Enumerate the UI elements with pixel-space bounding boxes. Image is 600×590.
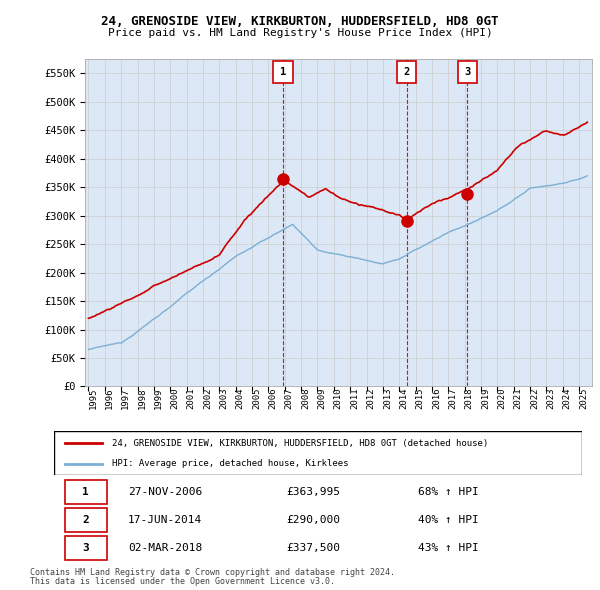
Text: 2024: 2024 xyxy=(563,387,572,409)
Text: £290,000: £290,000 xyxy=(286,515,340,525)
Text: 1: 1 xyxy=(82,487,89,497)
Text: This data is licensed under the Open Government Licence v3.0.: This data is licensed under the Open Gov… xyxy=(30,577,335,586)
Text: 2009: 2009 xyxy=(317,387,326,409)
Text: 1996: 1996 xyxy=(105,387,114,409)
Text: 2000: 2000 xyxy=(170,387,179,409)
Text: 27-NOV-2006: 27-NOV-2006 xyxy=(128,487,202,497)
Text: 68% ↑ HPI: 68% ↑ HPI xyxy=(418,487,479,497)
Text: 17-JUN-2014: 17-JUN-2014 xyxy=(128,515,202,525)
Text: 2018: 2018 xyxy=(464,387,473,409)
Text: 2010: 2010 xyxy=(334,387,343,409)
FancyBboxPatch shape xyxy=(458,61,477,83)
Text: 2003: 2003 xyxy=(220,387,229,409)
Text: 2005: 2005 xyxy=(252,387,261,409)
FancyBboxPatch shape xyxy=(397,61,416,83)
Text: 3: 3 xyxy=(82,543,89,553)
Text: 1995: 1995 xyxy=(88,387,97,409)
Text: 1997: 1997 xyxy=(121,387,130,409)
Text: 40% ↑ HPI: 40% ↑ HPI xyxy=(418,515,479,525)
Text: 2007: 2007 xyxy=(285,387,294,409)
Text: 24, GRENOSIDE VIEW, KIRKBURTON, HUDDERSFIELD, HD8 0GT (detached house): 24, GRENOSIDE VIEW, KIRKBURTON, HUDDERSF… xyxy=(112,438,488,448)
Text: 02-MAR-2018: 02-MAR-2018 xyxy=(128,543,202,553)
Text: 1: 1 xyxy=(280,67,286,77)
Text: £337,500: £337,500 xyxy=(286,543,340,553)
Text: 2: 2 xyxy=(404,67,410,77)
Text: 1998: 1998 xyxy=(137,387,146,409)
Text: HPI: Average price, detached house, Kirklees: HPI: Average price, detached house, Kirk… xyxy=(112,460,349,468)
Text: 3: 3 xyxy=(464,67,470,77)
Text: Price paid vs. HM Land Registry's House Price Index (HPI): Price paid vs. HM Land Registry's House … xyxy=(107,28,493,38)
FancyBboxPatch shape xyxy=(274,61,293,83)
Text: 2019: 2019 xyxy=(481,387,490,409)
Text: 2021: 2021 xyxy=(514,387,523,409)
FancyBboxPatch shape xyxy=(65,536,107,560)
Text: 2002: 2002 xyxy=(203,387,212,409)
Text: 2001: 2001 xyxy=(187,387,196,409)
FancyBboxPatch shape xyxy=(65,480,107,504)
Text: 2022: 2022 xyxy=(530,387,539,409)
Text: 2004: 2004 xyxy=(236,387,245,409)
Text: 43% ↑ HPI: 43% ↑ HPI xyxy=(418,543,479,553)
Text: 2025: 2025 xyxy=(579,387,588,409)
Text: 2014: 2014 xyxy=(399,387,408,409)
Text: 2023: 2023 xyxy=(547,387,556,409)
Text: 2006: 2006 xyxy=(268,387,277,409)
FancyBboxPatch shape xyxy=(54,431,582,475)
Text: 2017: 2017 xyxy=(448,387,457,409)
Text: 2016: 2016 xyxy=(432,387,441,409)
Text: 2013: 2013 xyxy=(383,387,392,409)
Text: 2008: 2008 xyxy=(301,387,310,409)
FancyBboxPatch shape xyxy=(65,507,107,532)
Text: 24, GRENOSIDE VIEW, KIRKBURTON, HUDDERSFIELD, HD8 0GT: 24, GRENOSIDE VIEW, KIRKBURTON, HUDDERSF… xyxy=(101,15,499,28)
Text: 2015: 2015 xyxy=(416,387,425,409)
Text: 2012: 2012 xyxy=(367,387,376,409)
Text: Contains HM Land Registry data © Crown copyright and database right 2024.: Contains HM Land Registry data © Crown c… xyxy=(30,568,395,576)
Text: 2020: 2020 xyxy=(497,387,506,409)
Text: 2011: 2011 xyxy=(350,387,359,409)
Text: 1999: 1999 xyxy=(154,387,163,409)
Text: £363,995: £363,995 xyxy=(286,487,340,497)
Text: 2: 2 xyxy=(82,515,89,525)
